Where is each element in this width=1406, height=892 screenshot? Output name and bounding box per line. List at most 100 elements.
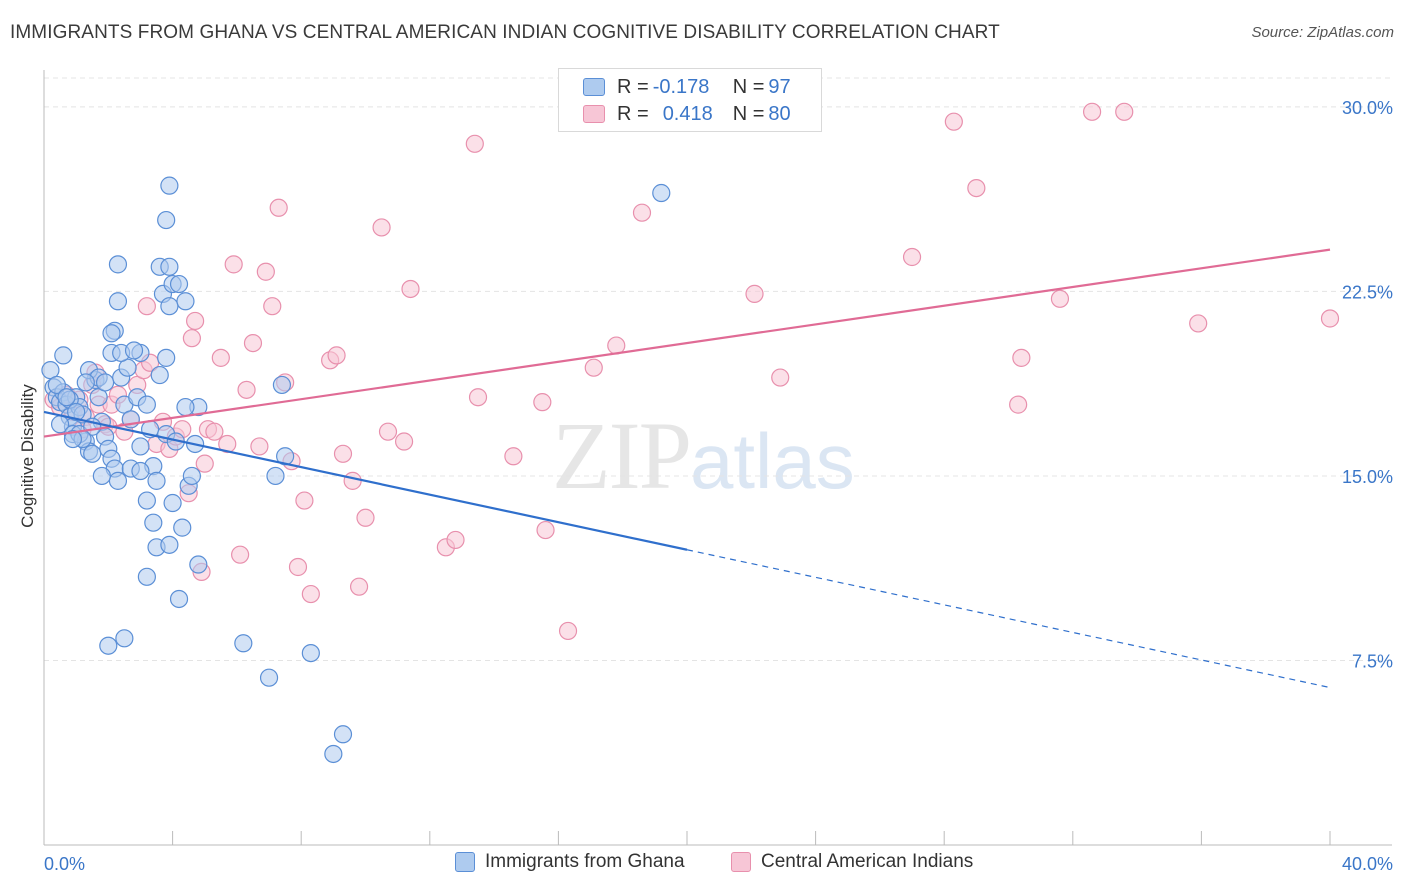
data-point-central-american-indians [771,368,790,387]
data-point-immigrants-from-ghana [272,375,292,395]
data-point-central-american-indians [468,388,488,407]
data-point-immigrants-from-ghana [99,636,118,655]
data-point-immigrants-from-ghana [169,589,189,609]
legend-swatch-pink [583,105,605,123]
data-point-immigrants-from-ghana [108,471,128,490]
data-point-central-american-indians [1050,289,1070,308]
data-point-central-american-indians [967,178,986,198]
data-point-central-american-indians [1009,395,1028,414]
data-point-immigrants-from-ghana [57,388,76,407]
data-point-central-american-indians [301,584,320,604]
data-point-immigrants-from-ghana [169,274,189,294]
watermark-atlas: atlas [690,417,855,505]
data-point-immigrants-from-ghana [131,437,150,456]
legend-item-cai: Central American Indians [731,851,973,873]
data-point-central-american-indians [394,432,414,451]
legend-n-value: 97 [768,75,791,98]
data-point-immigrants-from-ghana [102,324,121,343]
data-point-immigrants-from-ghana [47,375,66,395]
data-point-immigrants-from-ghana [137,395,156,414]
axes [43,70,1392,846]
data-point-immigrants-from-ghana [95,373,115,392]
data-point-central-american-indians [186,311,205,331]
data-point-immigrants-from-ghana [157,348,176,367]
tick-labels: 7.5% 15.0% 22.5% 30.0% 0.0% 40.0% [44,98,1393,874]
data-point-central-american-indians [632,203,652,222]
y-axis-label: Cognitive Disability [18,384,37,528]
legend-r-value: -0.178 [652,75,710,98]
data-point-immigrants-from-ghana [259,668,279,687]
data-point-central-american-indians [536,520,555,540]
x-tick-label-min: 0.0% [44,854,85,874]
data-point-immigrants-from-ghana [137,567,156,586]
data-point-immigrants-from-ghana [333,725,353,744]
legend-item-ghana: Immigrants from Ghana [455,851,685,873]
trend-line-immigrants-from-ghana [43,410,688,551]
legend-n-label: N = [732,75,765,98]
legend-r-value: 0.418 [662,102,713,125]
legend-swatch-blue [455,852,475,872]
data-point-central-american-indians [372,218,391,237]
data-point-immigrants-from-ghana [83,444,102,463]
data-point-central-american-indians [182,329,201,348]
legend-swatch-blue [583,78,605,96]
data-point-central-american-indians [1012,348,1031,367]
y-tick-label: 15.0% [1342,467,1393,487]
data-point-immigrants-from-ghana [115,629,134,648]
data-point-immigrants-from-ghana [189,555,208,574]
trend-lines [43,248,1331,689]
data-point-central-american-indians [558,621,578,641]
data-point-immigrants-from-ghana [160,176,179,195]
data-point-central-american-indians [224,255,243,274]
data-point-immigrants-from-ghana [137,491,156,510]
data-point-central-american-indians [243,333,263,353]
data-point-central-american-indians [465,134,484,153]
data-point-immigrants-from-ghana [652,183,671,203]
trend-line-extension-immigrants-from-ghana [686,549,1331,689]
x-tick-label-max: 40.0% [1342,854,1393,874]
data-point-central-american-indians [333,444,353,463]
data-point-central-american-indians [205,422,224,441]
data-point-immigrants-from-ghana [324,744,343,764]
data-point-immigrants-from-ghana [131,461,150,481]
chart-title: IMMIGRANTS FROM GHANA VS CENTRAL AMERICA… [10,22,1000,43]
data-point-central-american-indians [288,557,308,577]
legend-n-value: 80 [768,102,791,125]
data-point-immigrants-from-ghana [160,297,179,316]
data-point-central-american-indians [504,447,523,466]
data-point-immigrants-from-ghana [234,634,253,653]
data-point-immigrants-from-ghana [108,255,128,274]
data-point-central-american-indians [944,112,963,131]
legend-row-ghana: R = -0.178 N = 97 [583,74,791,100]
data-point-central-american-indians [195,454,214,473]
legend-label-ghana: Immigrants from Ghana [485,851,685,872]
data-point-immigrants-from-ghana [108,292,128,311]
data-point-central-american-indians [1115,102,1134,121]
legend-r-label: R = [617,102,649,125]
data-point-central-american-indians [343,471,362,490]
data-point-immigrants-from-ghana [150,365,169,385]
data-point-central-american-indians [745,284,764,303]
gridlines [44,77,1392,661]
data-point-central-american-indians [1320,309,1340,328]
data-point-central-american-indians [231,545,250,564]
data-point-immigrants-from-ghana [176,397,195,417]
data-point-central-american-indians [378,422,398,441]
data-point-immigrants-from-ghana [182,466,201,486]
series-legend: Immigrants from Ghana Central American I… [0,851,1406,877]
watermark-zip: ZIP [552,402,692,509]
data-point-central-american-indians [584,358,603,377]
data-point-central-american-indians [356,508,375,527]
data-point-central-american-indians [295,491,314,510]
data-point-central-american-indians [269,198,288,217]
data-point-central-american-indians [263,297,282,316]
data-point-immigrants-from-ghana [301,643,320,663]
y-tick-label: 22.5% [1342,282,1393,302]
data-point-central-american-indians [446,530,465,550]
data-point-central-american-indians [1082,102,1102,121]
data-point-immigrants-from-ghana [176,292,195,311]
data-point-immigrants-from-ghana [147,471,166,490]
source-credit: Source: ZipAtlas.com [1251,24,1394,41]
data-point-immigrants-from-ghana [144,513,163,532]
